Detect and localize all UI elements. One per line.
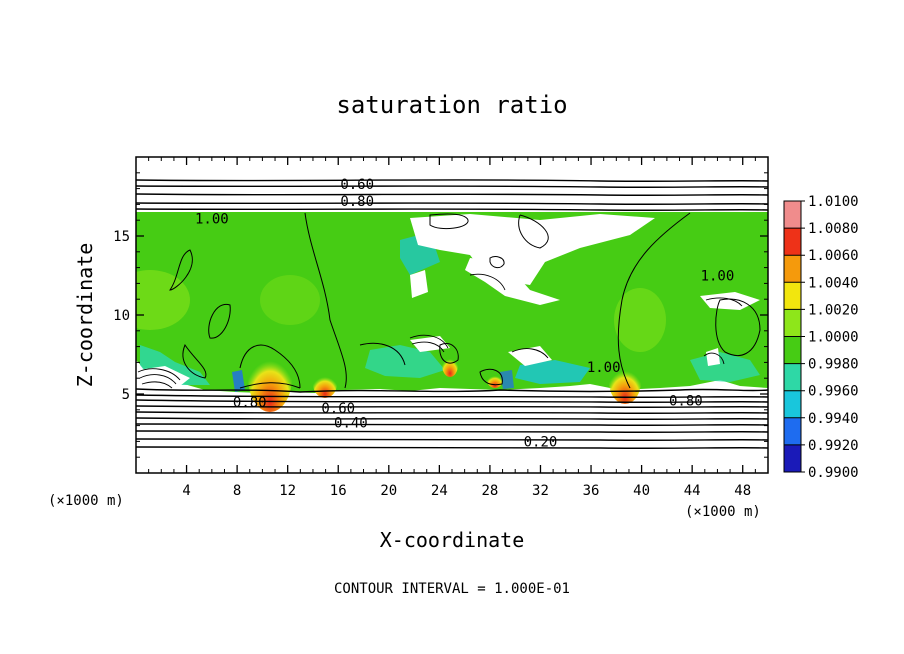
x-unit-left: (×1000 m) [48,493,124,509]
contour-label: 0.80 [340,194,374,210]
contour-label: 1.00 [587,360,621,376]
y-tick-label: 10 [113,308,130,324]
colorbar-label: 1.0040 [808,275,859,291]
colorbar-label: 1.0080 [808,221,859,237]
saturated-region [136,212,768,393]
colorbar-swatch [784,390,801,418]
x-tick-label: 44 [684,483,701,499]
colorbar-label: 0.9980 [808,357,859,373]
contour-label: 1.00 [195,212,229,228]
x-tick-label: 20 [380,483,397,499]
colorbar-swatch [784,309,801,337]
contour-lines [136,179,768,449]
x-tick-label: 36 [583,483,600,499]
colorbar-label: 1.0060 [808,248,859,264]
colorbar-label: 0.9960 [808,384,859,400]
x-unit-right: (×1000 m) [685,504,761,520]
contour-labels: 0.600.801.001.001.000.80 0.600.400.800.20 [195,177,735,451]
contour-label: 0.60 [340,177,374,193]
contour-label: 1.00 [701,269,735,285]
chart-title: saturation ratio [336,91,567,119]
colorbar-label: 0.9940 [808,411,859,427]
colorbar-swatch [784,417,801,445]
x-tick-label: 40 [633,483,650,499]
colorbar-swatch [784,336,801,364]
colorbar: 0.9900 0.9920 0.9940 0.9960 0.9980 1.0000 1.00… [783,194,859,481]
x-axis-label: X-coordinate [380,528,525,552]
colorbar-label: 1.0100 [808,194,859,210]
contour-interval-note: CONTOUR INTERVAL = 1.000E-01 [334,581,570,597]
x-tick-label: 32 [532,483,549,499]
y-tick-label: 5 [122,387,130,403]
colorbar-swatch [784,444,801,472]
colorbar-swatch [784,282,801,310]
colorbar-swatch [784,363,801,391]
x-tick-label: 8 [233,483,241,499]
y-axis: 5 10 15 [113,172,768,458]
x-tick-label: 48 [734,483,751,499]
contour-label: 0.40 [334,415,368,431]
contour-label: 0.80 [233,395,267,411]
colorbar-swatch [784,255,801,283]
colorbar-label: 0.9920 [808,438,859,454]
contour-label: 0.80 [669,393,703,409]
contour-label: 0.60 [321,401,355,417]
contour-label: 0.20 [524,434,558,450]
x-tick-label: 24 [431,483,448,499]
x-tick-label: 16 [330,483,347,499]
plot-area [136,157,768,473]
y-tick-label: 15 [113,229,130,245]
colorbar-label: 1.0020 [808,302,859,318]
x-tick-label: 4 [182,483,190,499]
x-tick-label: 12 [279,483,296,499]
colorbar-swatch [784,201,801,229]
colorbar-label: 1.0000 [808,330,859,346]
colorbar-label: 0.9900 [808,465,859,481]
x-tick-label: 28 [481,483,498,499]
colorbar-swatch [784,228,801,256]
y-axis-label: Z-coordinate [73,243,97,388]
x-axis: 4 8 12 16 20 24 28 32 36 40 44 48 [148,157,756,499]
